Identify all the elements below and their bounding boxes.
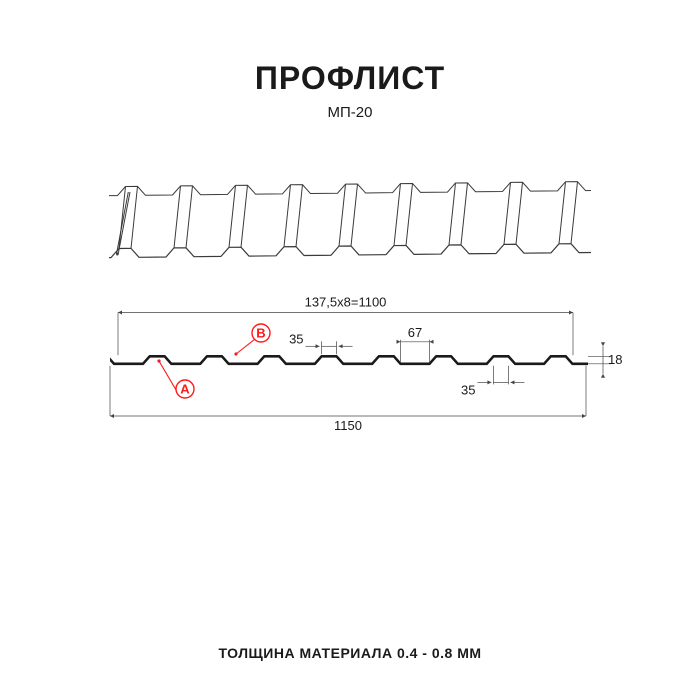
svg-text:35: 35	[289, 331, 303, 346]
svg-text:1150: 1150	[334, 418, 362, 433]
svg-text:B: B	[256, 326, 265, 341]
svg-text:18: 18	[608, 352, 622, 367]
svg-text:A: A	[180, 382, 190, 397]
svg-text:137,5x8=1100: 137,5x8=1100	[305, 295, 387, 310]
svg-text:67: 67	[408, 325, 422, 340]
svg-text:35: 35	[461, 382, 475, 397]
